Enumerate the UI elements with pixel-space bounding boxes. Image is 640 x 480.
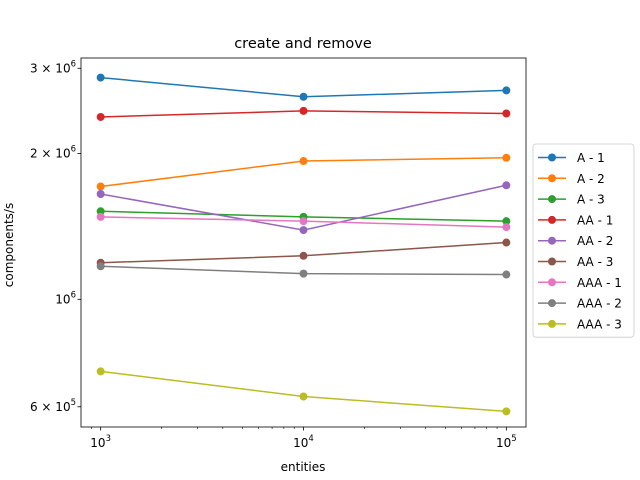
chart-title: create and remove xyxy=(234,36,372,52)
data-point-aaa-1-2 xyxy=(502,223,511,232)
data-point-aa-3-1 xyxy=(299,251,308,260)
data-point-aa-2-0 xyxy=(96,190,105,199)
plot-area: 103 104 105 6 × 105 106 2 × 106 3 × 106 xyxy=(30,57,527,450)
series-a-1 xyxy=(96,73,511,101)
legend-item-aa-2: AA - 2 xyxy=(538,234,613,248)
data-point-a-2-1 xyxy=(299,157,308,166)
legend-swatch-marker xyxy=(548,257,556,266)
series-line-aaa-3 xyxy=(100,370,507,413)
x-axis-label: entities xyxy=(281,460,326,474)
legend-swatch-marker xyxy=(548,174,556,183)
x-tick-label-1: 104 xyxy=(293,434,314,450)
data-point-aaa-2-2 xyxy=(502,270,511,279)
plot-frame xyxy=(80,57,527,428)
series-aaa-3 xyxy=(96,367,511,416)
y-tick-label-3: 3 × 106 xyxy=(30,59,76,75)
data-point-aaa-3-2 xyxy=(502,407,511,416)
series-aaa-1 xyxy=(96,212,511,232)
x-tick-label-0: 103 xyxy=(90,434,111,450)
series-aaa-2 xyxy=(96,262,511,279)
legend-frame xyxy=(532,143,635,338)
legend-swatch-marker xyxy=(548,153,556,162)
y-tick-label-2: 2 × 106 xyxy=(30,145,76,161)
data-point-aaa-3-0 xyxy=(96,367,105,376)
y-axis-label: components/s xyxy=(2,203,16,287)
y-tick-label-1: 106 xyxy=(55,290,76,306)
data-point-aaa-1-1 xyxy=(299,217,308,226)
x-tick-label-2: 105 xyxy=(496,434,517,450)
data-point-aa-1-1 xyxy=(299,106,308,115)
data-point-aa-2-2 xyxy=(502,181,511,190)
legend-label: AAA - 3 xyxy=(577,317,622,331)
y-tick-label-0: 6 × 105 xyxy=(30,398,76,414)
legend-label: AAA - 1 xyxy=(577,276,622,290)
legend-item-aaa-2: AAA - 2 xyxy=(538,297,622,311)
legend-item-a-2: A - 2 xyxy=(538,172,605,186)
data-point-aaa-3-1 xyxy=(299,392,308,401)
legend-label: AAA - 2 xyxy=(577,297,622,311)
legend-label: AA - 1 xyxy=(577,213,613,227)
data-point-a-3-2 xyxy=(502,217,511,226)
data-point-aaa-2-0 xyxy=(96,262,105,271)
series-aa-1 xyxy=(96,106,511,121)
legend-item-aa-1: AA - 1 xyxy=(538,213,613,227)
legend-item-a-1: A - 1 xyxy=(538,151,605,165)
legend-label: AA - 2 xyxy=(577,234,613,248)
data-point-a-1-0 xyxy=(96,73,105,82)
data-point-aa-3-2 xyxy=(502,238,511,247)
data-point-aa-1-2 xyxy=(502,109,511,118)
legend-item-a-3: A - 3 xyxy=(538,193,605,207)
series-aa-3 xyxy=(96,238,511,267)
legend-item-aaa-1: AAA - 1 xyxy=(538,276,622,290)
data-point-a-2-0 xyxy=(96,182,105,191)
data-point-a-2-2 xyxy=(502,153,511,162)
data-point-a-3-0 xyxy=(96,207,105,216)
series-a-2 xyxy=(96,153,511,191)
legend-label: A - 1 xyxy=(577,151,605,165)
legend: A - 1 A - 2 A - 3 AA - 1 AA - 2 AA - 3 AAA - 1… xyxy=(532,143,635,338)
series-aa-2 xyxy=(96,181,511,235)
data-point-aaa-1-0 xyxy=(96,212,105,221)
legend-swatch-marker xyxy=(548,236,556,245)
legend-swatch-marker xyxy=(548,299,556,308)
data-point-aaa-2-1 xyxy=(299,269,308,278)
data-point-aa-2-1 xyxy=(299,226,308,235)
legend-swatch-marker xyxy=(548,319,556,328)
legend-swatch-marker xyxy=(548,278,556,287)
legend-swatch-marker xyxy=(548,195,556,204)
data-point-aa-1-0 xyxy=(96,112,105,121)
legend-swatch-marker xyxy=(548,215,556,224)
legend-label: A - 3 xyxy=(577,193,605,207)
legend-item-aa-3: AA - 3 xyxy=(538,255,613,269)
legend-label: AA - 3 xyxy=(577,255,613,269)
legend-item-aaa-3: AAA - 3 xyxy=(538,317,622,331)
data-point-a-1-1 xyxy=(299,92,308,101)
data-point-a-1-2 xyxy=(502,86,511,95)
legend-label: A - 2 xyxy=(577,172,605,186)
